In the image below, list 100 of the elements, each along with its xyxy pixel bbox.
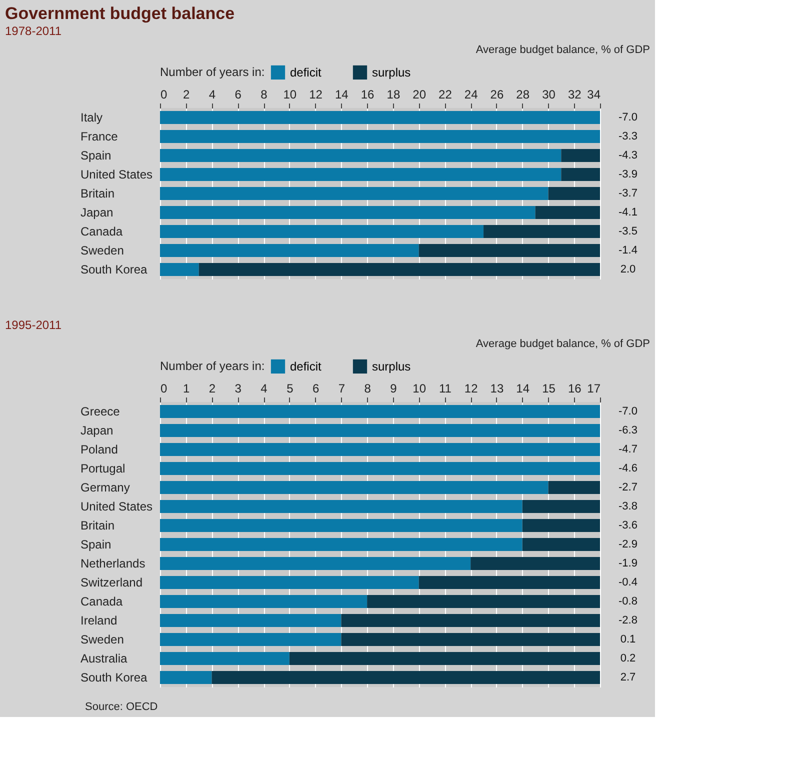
x-tick-label: 26	[490, 88, 504, 102]
bar	[535, 206, 600, 219]
x-tick-label: 13	[490, 382, 504, 396]
bar	[160, 206, 536, 219]
text: -3.8	[618, 500, 638, 512]
x-tick-label: 7	[338, 382, 346, 396]
y-tick-label: Ireland	[80, 614, 118, 628]
text: -2.7	[618, 482, 638, 494]
bar	[341, 633, 600, 646]
y-tick-label: South Korea	[80, 262, 148, 276]
x-tick-label: 2	[208, 382, 216, 396]
bar	[418, 576, 600, 589]
bar	[160, 671, 212, 684]
y-tick-label: Spain	[80, 538, 112, 552]
text: -2.9	[618, 538, 638, 550]
x-tick-label: 10	[412, 382, 426, 396]
y-tick-label: France	[80, 130, 118, 144]
bar	[341, 614, 600, 627]
bar	[160, 595, 368, 608]
bar	[160, 405, 600, 418]
bar	[212, 671, 600, 684]
x-tick-label: 16	[568, 382, 582, 396]
bar	[522, 519, 600, 532]
bar	[160, 500, 522, 513]
x-tick-label: 4	[208, 88, 216, 102]
y-tick-label: Australia	[80, 652, 128, 666]
text: -3.9	[618, 168, 638, 180]
x-tick-label: 24	[464, 88, 478, 102]
x-tick-label: 20	[412, 88, 426, 102]
bar	[160, 462, 600, 475]
x-tick-label: 30	[542, 88, 556, 102]
legend-label: surplus	[372, 359, 411, 374]
x-tick-label: 1	[183, 382, 190, 396]
bar	[548, 481, 600, 494]
y-tick-label: Canada	[80, 594, 123, 608]
text: -0.8	[618, 596, 638, 608]
legend-title: Number of years in:	[160, 359, 265, 373]
bar	[160, 538, 522, 551]
bar	[484, 225, 600, 238]
y-tick-label: Spain	[80, 148, 112, 162]
x-tick-label: 8	[260, 88, 268, 102]
text: -4.1	[618, 206, 638, 218]
x-tick-label: 5	[286, 382, 294, 396]
x-tick-label: 14	[516, 382, 530, 396]
text: -7.0	[618, 406, 638, 418]
bar	[160, 557, 471, 570]
x-tick-label: 0	[160, 382, 168, 396]
text: -3.6	[618, 520, 638, 532]
bar	[160, 424, 600, 437]
y-tick-label: Greece	[80, 404, 120, 418]
bar	[160, 244, 419, 257]
y-tick-label: Sweden	[80, 244, 124, 258]
bar	[160, 149, 562, 162]
x-tick-label: 12	[309, 88, 323, 102]
y-tick-label: Poland	[80, 442, 118, 456]
x-tick-label: 6	[234, 88, 242, 102]
bar	[160, 168, 562, 181]
bar	[198, 263, 600, 276]
text: 0.1	[620, 634, 636, 646]
y-tick-label: United States	[80, 168, 153, 182]
text: -6.3	[618, 424, 638, 436]
y-tick-label: Britain	[80, 518, 115, 532]
text: Average budget balance, % of GDP	[476, 44, 650, 56]
source-note: Source: OECD	[85, 701, 158, 713]
x-tick-label: 12	[464, 382, 478, 396]
bar	[522, 500, 600, 513]
x-tick-label: 34	[587, 88, 601, 102]
y-tick-label: Italy	[80, 110, 103, 124]
bar	[160, 633, 342, 646]
text: -4.3	[618, 150, 638, 162]
y-tick-label: Germany	[80, 480, 130, 494]
y-tick-label: Portugal	[80, 462, 126, 476]
text: Average budget balance, % of GDP	[476, 338, 650, 350]
y-tick-label: Canada	[80, 224, 123, 238]
bar	[548, 187, 600, 200]
bar	[160, 187, 548, 200]
text: -7.0	[618, 112, 638, 124]
bar	[561, 149, 600, 162]
text: -1.9	[618, 558, 638, 570]
y-tick-label: Netherlands	[80, 556, 146, 570]
bar	[418, 244, 600, 257]
chart-title: Government budget balance	[5, 4, 235, 23]
legend-title: Number of years in:	[160, 65, 265, 79]
text: -3.5	[618, 226, 638, 238]
bar	[160, 443, 600, 456]
text: -4.6	[618, 462, 638, 474]
y-tick-label: Britain	[80, 186, 115, 200]
text: 2.0	[620, 264, 636, 276]
text: 1995-2011	[5, 318, 62, 332]
y-tick-label: South Korea	[80, 670, 148, 684]
x-tick-label: 11	[438, 382, 452, 396]
x-tick-label: 16	[360, 88, 375, 102]
bar	[160, 111, 600, 124]
y-tick-label: Sweden	[80, 632, 124, 646]
x-tick-label: 3	[234, 382, 242, 396]
text: -1.4	[618, 244, 638, 256]
bar	[522, 538, 600, 551]
bar	[160, 652, 290, 665]
text: 2.7	[620, 672, 636, 684]
text: 1978-2011	[5, 24, 62, 38]
